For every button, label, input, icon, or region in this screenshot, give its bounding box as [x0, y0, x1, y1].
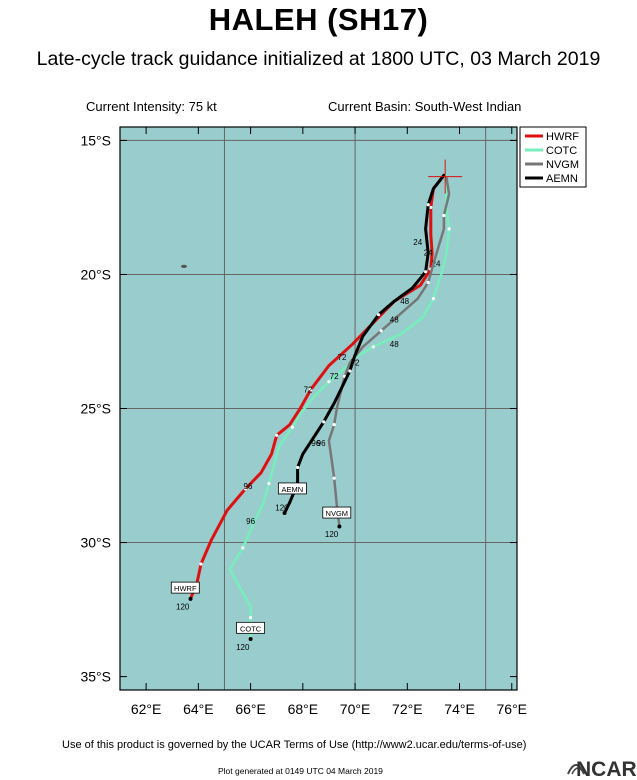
legend-label-aemn: AEMN	[546, 173, 578, 185]
initial-position-icon	[428, 159, 463, 194]
track-hour-label: 120	[325, 530, 339, 539]
lon-tick-label: 74°E	[444, 701, 475, 717]
track-dot	[348, 369, 352, 373]
track-dot	[447, 227, 451, 231]
track-hour-label: 72	[351, 359, 360, 368]
guidance-subtitle: Late-cycle track guidance initialized at…	[36, 48, 601, 70]
track-dot	[426, 203, 430, 207]
track-hour-label: 24	[432, 259, 441, 268]
lon-tick-label: 64°E	[183, 701, 214, 717]
track-hour-label: 120	[176, 603, 190, 612]
track-dot	[309, 388, 313, 392]
track-hour-label: 72	[338, 353, 347, 362]
track-hour-label: 48	[400, 297, 409, 306]
track-hour-label: 48	[390, 340, 399, 349]
track-dot	[429, 205, 433, 210]
track-end-box-label: HWRF	[174, 584, 197, 593]
track-hour-label: 96	[311, 439, 320, 448]
lat-tick-label: 15°S	[80, 132, 111, 148]
track-dot	[423, 270, 428, 274]
track-end-box	[170, 581, 200, 594]
lon-tick-label: 72°E	[392, 701, 423, 717]
track-dot	[376, 313, 381, 317]
current-basin: Current Basin: South-West Indian	[328, 99, 522, 114]
track-dot	[296, 465, 300, 470]
lon-tick-label: 66°E	[235, 701, 266, 717]
lat-tick-label: 20°S	[80, 266, 111, 282]
track-hour-label: 96	[317, 439, 326, 448]
ncar-logo: NCAR	[567, 758, 636, 780]
track-end-marker	[282, 511, 287, 516]
legend-label-hwrf: HWRF	[546, 131, 579, 143]
track-dot	[431, 296, 436, 301]
track-dot	[248, 616, 253, 620]
legend-label-cotc: COTC	[546, 145, 577, 157]
lat-tick-label: 35°S	[80, 669, 111, 685]
lat-tick-label: 25°S	[80, 401, 111, 417]
track-hour-label: 120	[275, 503, 289, 512]
storm-title: HALEH (SH17)	[208, 2, 429, 37]
ncar-logo-mark-icon	[567, 764, 585, 775]
track-dot	[442, 213, 446, 218]
lat-tick-label: 30°S	[80, 535, 111, 551]
track-line-aemn	[283, 173, 446, 515]
plot-generated-time: Plot generated at 0149 UTC 04 March 2019	[218, 766, 383, 776]
track-dot	[199, 562, 203, 566]
track-dot	[290, 425, 294, 429]
track-end-box-label: COTC	[240, 624, 262, 633]
track-hour-label: 24	[413, 238, 422, 247]
track-dot	[275, 433, 279, 437]
track-dot	[371, 345, 375, 349]
track-hour-label: 120	[236, 643, 250, 652]
legend-label-nvgm: NVGM	[546, 159, 579, 171]
track-end-marker	[188, 596, 193, 601]
track-dot	[243, 487, 247, 491]
track-dot	[322, 420, 326, 424]
track-dot	[379, 329, 383, 333]
track-end-box	[236, 621, 265, 634]
track-hour-label: 72	[330, 372, 339, 381]
track-end-marker	[248, 637, 253, 642]
ncar-logo-text: NCAR	[576, 758, 636, 780]
track-hour-label: 48	[390, 316, 399, 325]
track-hour-label: 96	[244, 482, 253, 491]
track-dot	[426, 280, 430, 285]
island-shape	[180, 264, 187, 269]
track-dot	[241, 546, 245, 550]
track-dot	[267, 481, 271, 486]
lon-tick-label: 62°E	[131, 701, 162, 717]
track-end-box	[277, 482, 307, 495]
plot-frame	[119, 126, 518, 691]
track-dot	[332, 476, 336, 480]
track-dot	[327, 380, 331, 384]
track-end-box	[322, 506, 352, 519]
track-end-marker	[337, 524, 342, 529]
track-hour-label: 96	[246, 517, 255, 526]
track-end-box-label: AEMN	[282, 485, 304, 494]
track-hour-label: 72	[304, 385, 313, 394]
track-end-box-label: NVGM	[326, 509, 349, 518]
lon-tick-label: 70°E	[340, 701, 371, 717]
current-intensity: Current Intensity: 75 kt	[86, 99, 217, 114]
lon-tick-label: 76°E	[497, 701, 528, 717]
track-dot	[332, 422, 336, 427]
terms-of-use: Use of this product is governed by the U…	[62, 739, 527, 751]
lon-tick-label: 68°E	[288, 701, 319, 717]
